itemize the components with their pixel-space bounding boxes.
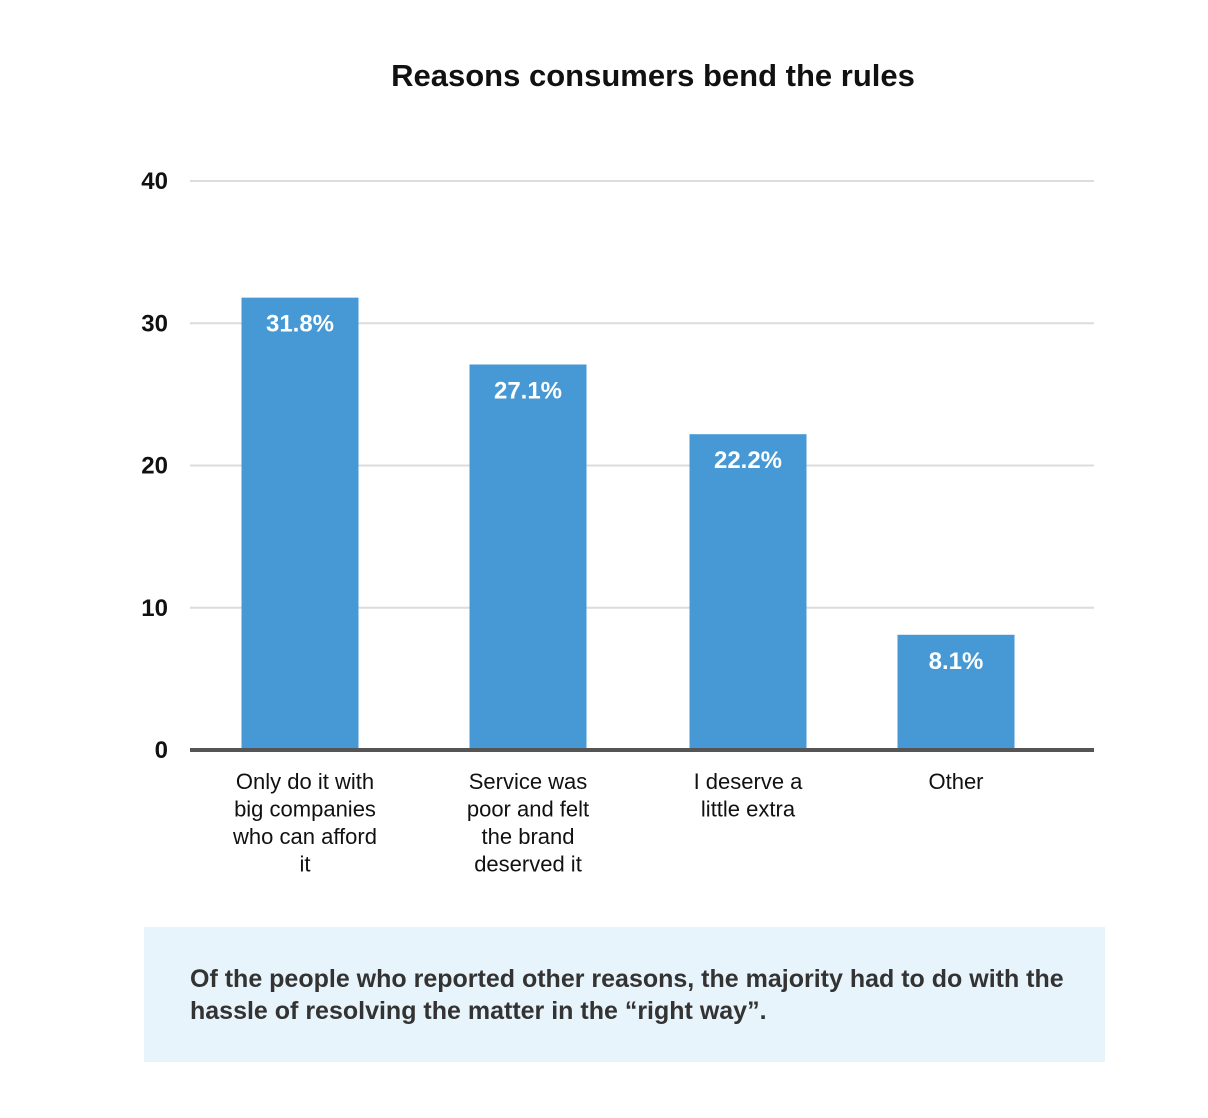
caption-text: Of the people who reported other reasons… [190,965,1064,1025]
caption-box: Of the people who reported other reasons… [144,927,1105,1062]
bar [689,434,807,750]
bar [241,297,359,750]
y-tick-label: 10 [141,595,168,622]
bar [469,364,587,750]
bar-chart: 0 10 20 30 40 31.8% Only do it with big compani… [141,168,1094,877]
x-tick-label: it [300,852,311,877]
x-tick-label: little extra [701,797,796,822]
x-tick-label: the brand [482,824,575,849]
data-label: 31.8% [266,311,334,338]
x-tick-label: deserved it [474,852,582,877]
y-tick-label: 30 [141,310,168,337]
y-tick-label: 40 [141,168,168,195]
bar [897,634,1015,750]
data-label: 27.1% [494,378,562,405]
x-tick-label: poor and felt [467,797,589,822]
y-tick-label: 0 [155,737,168,764]
x-tick-label: who can afford [232,824,377,849]
y-tick-label: 20 [141,453,168,480]
x-tick-label: Service was [469,769,588,794]
data-label: 8.1% [929,648,984,675]
x-tick-label: Other [928,769,983,794]
x-tick-label: I deserve a [694,769,804,794]
chart-title: Reasons consumers bend the rules [391,58,915,93]
data-label: 22.2% [714,447,782,474]
x-tick-label: big companies [234,797,376,822]
x-tick-label: Only do it with [236,769,374,794]
